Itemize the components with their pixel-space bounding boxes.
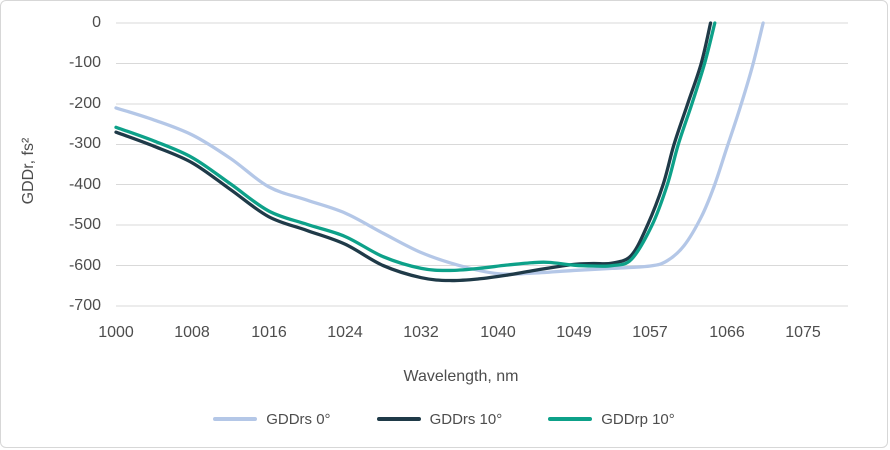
series-line-gddrs-0- xyxy=(114,21,765,276)
y-tick-label: -500 xyxy=(68,216,101,233)
x-tick-label: 1016 xyxy=(251,324,287,341)
x-tick-label: 1000 xyxy=(98,324,134,341)
y-tick-label: -700 xyxy=(68,297,101,314)
x-axis-title: Wavelength, nm xyxy=(403,368,519,385)
legend-line-swatch xyxy=(376,417,421,421)
legend-item-gddrs-10-: GDDrs 10° xyxy=(376,410,503,428)
legend-item-gddrs-0-: GDDrs 0° xyxy=(213,410,331,428)
legend-label: GDDrs 0° xyxy=(266,410,331,428)
series-line-gddrp-10- xyxy=(114,21,717,273)
x-tick-label: 1057 xyxy=(632,324,668,341)
x-tick-label: 1075 xyxy=(785,324,821,341)
x-tick-label: 1040 xyxy=(480,324,516,341)
x-tick-label: 1024 xyxy=(327,324,363,341)
y-tick-label: -100 xyxy=(68,54,101,71)
legend-line-swatch xyxy=(213,417,258,421)
x-tick-label: 1049 xyxy=(556,324,592,341)
legend-label: GDDrp 10° xyxy=(601,410,675,428)
x-tick-label: 1032 xyxy=(403,324,439,341)
legend-line-swatch xyxy=(548,417,593,421)
legend: GDDrs 0° GDDrs 10° GDDrp 10° xyxy=(1,405,887,433)
y-tick-label: -300 xyxy=(68,135,101,152)
x-tick-label: 1008 xyxy=(174,324,210,341)
y-tick-label: -600 xyxy=(68,257,101,274)
legend-label: GDDrs 10° xyxy=(429,410,503,428)
series-line-gddrs-10- xyxy=(114,21,713,283)
y-tick-label: 0 xyxy=(92,14,101,31)
x-tick-label: 1066 xyxy=(709,324,745,341)
y-axis-title: GDDr, fs² xyxy=(20,137,37,205)
y-tick-label: -200 xyxy=(68,95,101,112)
legend-item-gddrp-10-: GDDrp 10° xyxy=(548,411,675,428)
y-tick-label: -400 xyxy=(68,176,101,193)
